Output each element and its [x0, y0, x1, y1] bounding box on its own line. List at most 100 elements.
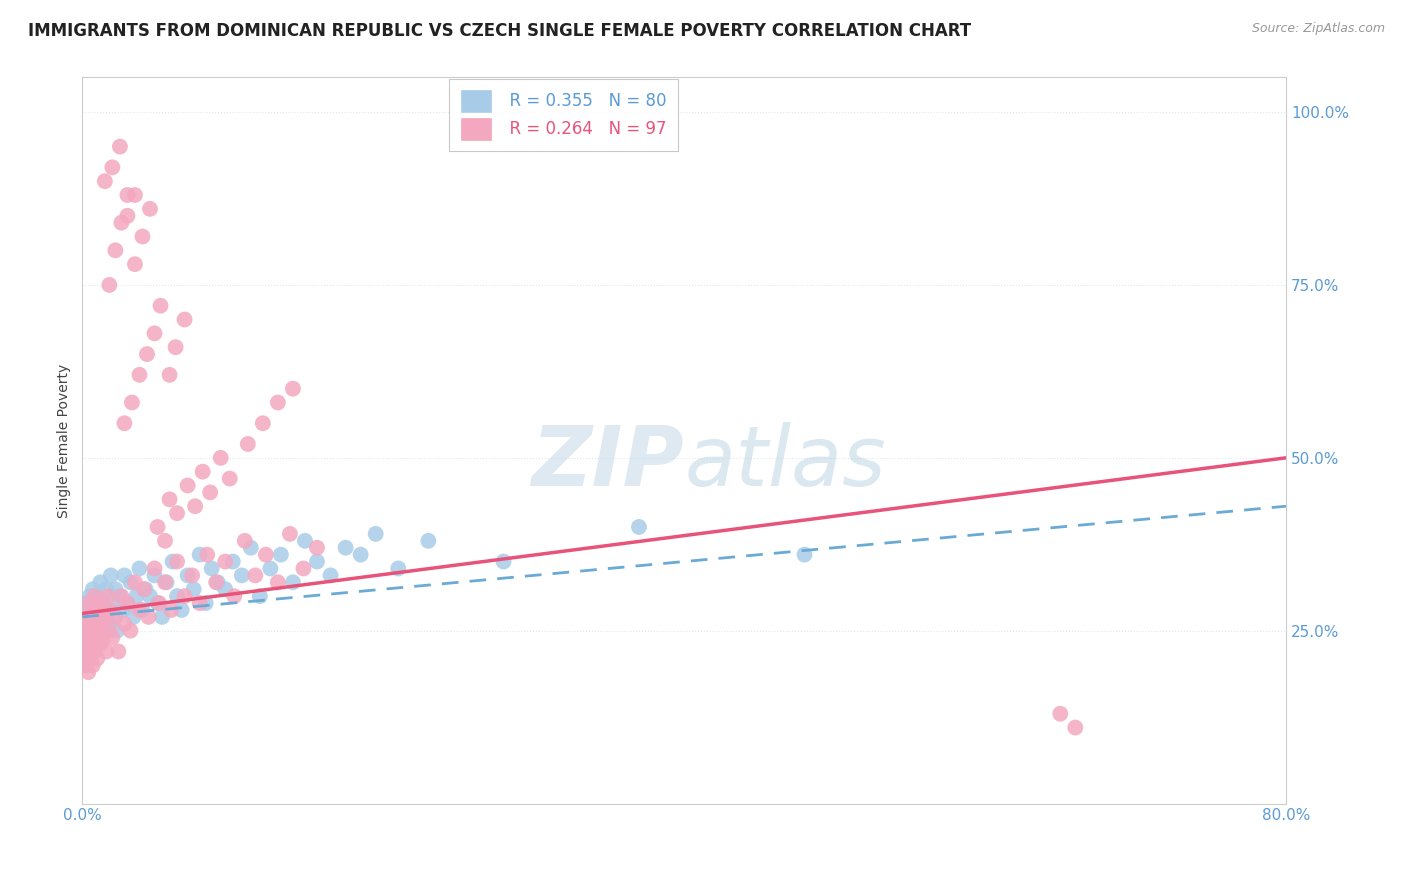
Point [222, 555, 245, 569]
Point [93, 596, 115, 610]
Point [139, 589, 162, 603]
Point [245, 568, 267, 582]
Point [79, 651, 101, 665]
Point [73, 631, 96, 645]
Point [195, 548, 218, 562]
Point [162, 555, 184, 569]
Point [124, 575, 146, 590]
Point [75, 624, 97, 638]
Point [148, 596, 170, 610]
Point [191, 465, 214, 479]
Point [73, 638, 96, 652]
Point [111, 603, 134, 617]
Point [100, 568, 122, 582]
Point [139, 202, 162, 216]
Point [124, 257, 146, 271]
Point [209, 450, 232, 465]
Point [103, 610, 125, 624]
Point [117, 596, 139, 610]
Point [249, 589, 271, 603]
Point [79, 616, 101, 631]
Point [82, 658, 104, 673]
Point [84, 638, 107, 652]
Point [87, 603, 110, 617]
Point [89, 616, 111, 631]
Point [181, 568, 204, 582]
Point [364, 527, 387, 541]
Point [98, 624, 121, 638]
Point [146, 520, 169, 534]
Point [387, 561, 409, 575]
Point [233, 533, 256, 548]
Point [83, 616, 105, 631]
Text: Source: ZipAtlas.com: Source: ZipAtlas.com [1251, 22, 1385, 36]
Point [96, 644, 118, 658]
Point [184, 500, 207, 514]
Point [319, 568, 342, 582]
Point [117, 596, 139, 610]
Point [218, 472, 240, 486]
Point [82, 624, 104, 638]
Text: IMMIGRANTS FROM DOMINICAN REPUBLIC VS CZECH SINGLE FEMALE POVERTY CORRELATION CH: IMMIGRANTS FROM DOMINICAN REPUBLIC VS CZ… [28, 22, 972, 40]
Point [100, 603, 122, 617]
Point [75, 658, 97, 673]
Point [101, 596, 124, 610]
Point [76, 610, 98, 624]
Point [236, 437, 259, 451]
Point [143, 561, 166, 575]
Point [105, 624, 128, 638]
Point [90, 616, 112, 631]
Point [120, 624, 142, 638]
Point [112, 568, 135, 582]
Point [84, 631, 107, 645]
Point [1049, 706, 1071, 721]
Point [259, 561, 281, 575]
Point [166, 506, 188, 520]
Point [110, 216, 132, 230]
Point [149, 299, 172, 313]
Point [254, 548, 277, 562]
Point [77, 596, 100, 610]
Point [155, 575, 177, 590]
Point [97, 603, 120, 617]
Point [278, 527, 301, 541]
Text: ZIP: ZIP [531, 422, 685, 503]
Point [176, 568, 198, 582]
Point [83, 589, 105, 603]
Point [153, 533, 176, 548]
Point [231, 568, 253, 582]
Point [131, 229, 153, 244]
Point [128, 603, 150, 617]
Point [76, 644, 98, 658]
Point [94, 610, 117, 624]
Point [110, 589, 132, 603]
Point [132, 582, 155, 597]
Point [104, 244, 127, 258]
Point [793, 548, 815, 562]
Point [94, 174, 117, 188]
Point [170, 603, 193, 617]
Point [136, 347, 159, 361]
Point [143, 326, 166, 341]
Point [89, 575, 111, 590]
Point [267, 395, 290, 409]
Point [117, 188, 139, 202]
Point [82, 624, 104, 638]
Point [76, 624, 98, 638]
Point [98, 616, 121, 631]
Point [143, 568, 166, 582]
Point [87, 631, 110, 645]
Point [121, 395, 143, 409]
Point [77, 603, 100, 617]
Point [82, 582, 104, 597]
Y-axis label: Single Female Poverty: Single Female Poverty [58, 363, 72, 517]
Point [176, 478, 198, 492]
Point [82, 644, 104, 658]
Point [83, 596, 105, 610]
Point [117, 209, 139, 223]
Point [75, 644, 97, 658]
Point [183, 582, 205, 597]
Point [188, 548, 211, 562]
Point [79, 638, 101, 652]
Point [205, 575, 228, 590]
